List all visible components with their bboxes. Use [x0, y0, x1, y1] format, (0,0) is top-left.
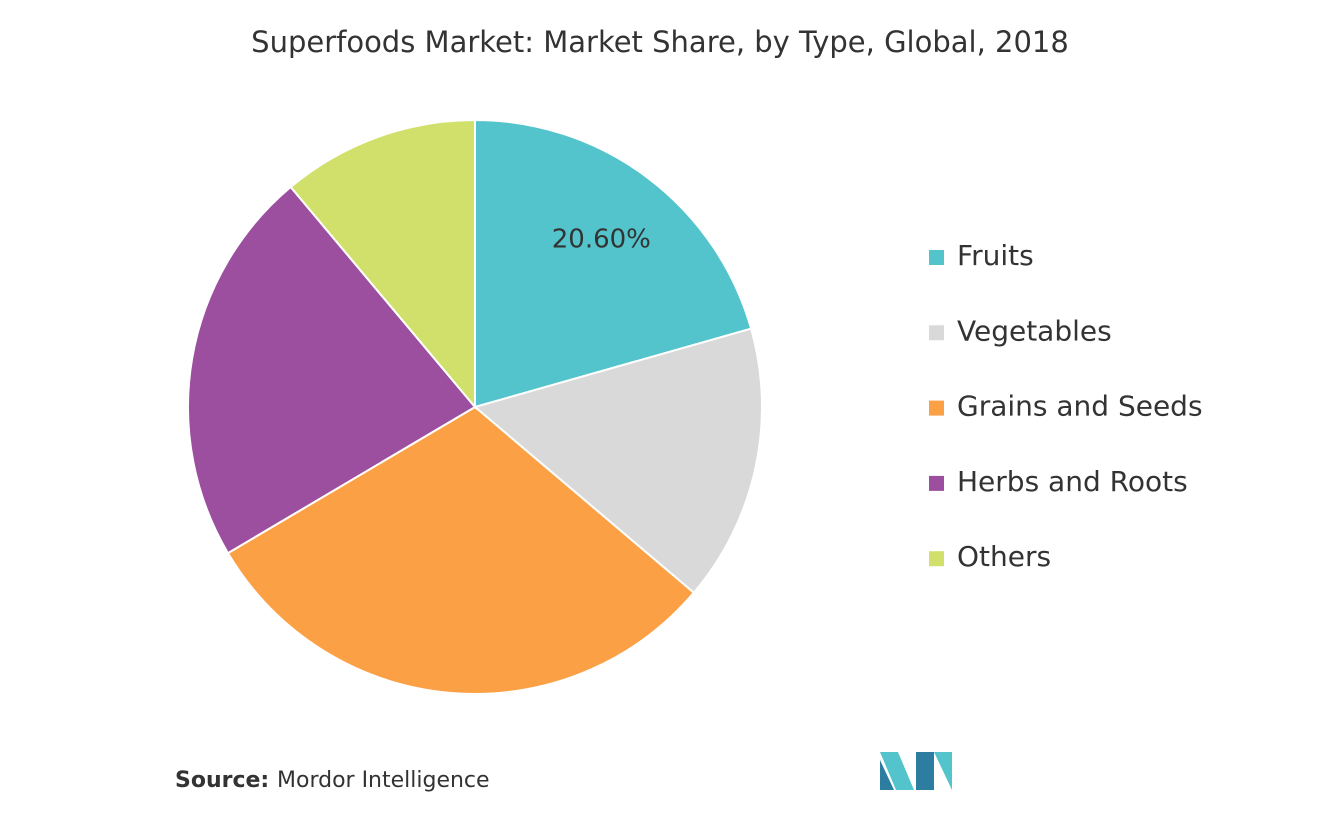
legend-label: Grains and Seeds [957, 390, 1203, 423]
pie-slice [226, 405, 696, 695]
pie-slice [474, 118, 753, 409]
logo [880, 752, 952, 790]
legend-label: Herbs and Roots [957, 465, 1188, 498]
source: Mordor Intelligence [277, 768, 490, 793]
chart-title: Superfoods Market: Market Share, by Type… [251, 25, 1069, 59]
legend-swatch [929, 325, 944, 341]
pie-slice [187, 185, 477, 555]
legend-swatch [929, 551, 944, 567]
legend-label: Fruits [957, 239, 1034, 272]
source-label: Source: [175, 768, 269, 793]
legend-swatch [929, 250, 944, 265]
pie-slice [289, 118, 476, 410]
legend-swatch [929, 400, 944, 416]
data-label: 20.60% [552, 224, 651, 254]
legend-swatch [929, 475, 944, 491]
legend-label: Others [957, 540, 1051, 573]
legend-label: Vegetables [957, 314, 1112, 347]
pie-slice [472, 327, 763, 595]
